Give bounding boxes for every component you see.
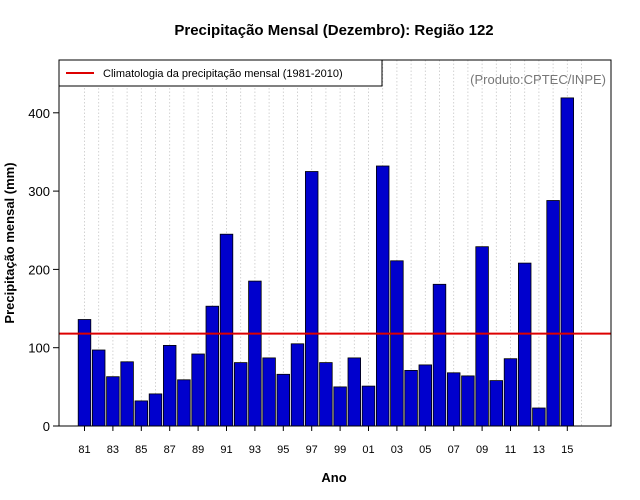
bar-13 [532,407,546,427]
bar-98 [319,362,333,427]
y-tick-label-0: 0 [43,419,50,434]
bar-07 [446,372,461,427]
x-tick-label-13: 13 [533,444,545,456]
legend: Climatologia da precipitação mensal (198… [58,59,383,87]
bar-09 [475,246,489,427]
bar-88 [177,379,191,427]
y-axis-label: Precipitação mensal (mm) [2,162,17,323]
bar-82 [92,349,106,427]
x-tick-label-87: 87 [164,444,176,456]
bar-97 [304,171,319,427]
bar-15 [560,97,575,427]
bar-05 [418,364,433,427]
bar-87 [162,344,177,427]
bar-86 [148,393,163,427]
bar-10 [489,380,504,427]
legend-box [58,59,383,87]
bars [77,97,575,427]
x-tick-label-91: 91 [220,444,232,456]
y-tick-label-300: 300 [28,184,50,199]
y-tick-label-200: 200 [28,262,50,277]
bar-12 [518,262,532,427]
x-tick-label-85: 85 [135,444,147,456]
bar-83 [106,376,120,427]
bar-02 [375,165,390,427]
bar-92 [233,362,248,427]
x-tick-label-89: 89 [192,444,204,456]
x-tick-label-11: 11 [505,444,516,456]
legend-label: Climatologia da precipitação mensal (198… [103,68,343,80]
bar-06 [432,283,447,427]
x-tick-label-95: 95 [277,444,289,456]
y-tick-label-400: 400 [28,106,50,121]
x-axis: 81 83 85 87 89 91 93 95 97 99 01 03 05 07 09 11 13 15 [78,426,573,456]
x-tick-label-05: 05 [419,444,431,456]
x-axis-label: Ano [321,470,346,485]
x-tick-label-15: 15 [561,444,573,456]
bar-01 [361,385,376,427]
x-tick-label-97: 97 [306,444,318,456]
x-tick-label-03: 03 [391,444,403,456]
x-tick-label-83: 83 [107,444,119,456]
bar-00 [347,357,362,427]
bar-96 [290,343,305,427]
bar-11 [503,358,518,427]
bar-84 [120,361,134,427]
bar-89 [191,353,205,427]
bar-90 [205,305,220,427]
x-tick-label-93: 93 [249,444,261,456]
bar-04 [404,369,418,427]
bar-14 [546,200,560,427]
x-tick-label-81: 81 [78,444,90,456]
x-tick-label-07: 07 [448,444,460,456]
bar-85 [134,400,149,427]
chart-title: Precipitação Mensal (Dezembro): Região 1… [174,22,493,39]
bar-03 [390,260,404,427]
x-tick-label-99: 99 [334,444,346,456]
credit-text: (Produto:CPTEC/INPE) [470,72,606,87]
bar-81 [77,319,92,427]
y-axis: 0 100 200 300 400 [28,106,59,434]
bar-08 [461,375,475,427]
bar-99 [333,386,347,427]
x-tick-label-01: 01 [362,444,374,456]
bar-94 [262,357,276,427]
bar-93 [248,280,262,427]
bar-91 [219,233,234,427]
x-tick-label-09: 09 [476,444,488,456]
bar-95 [276,373,291,427]
y-tick-label-100: 100 [28,341,50,356]
